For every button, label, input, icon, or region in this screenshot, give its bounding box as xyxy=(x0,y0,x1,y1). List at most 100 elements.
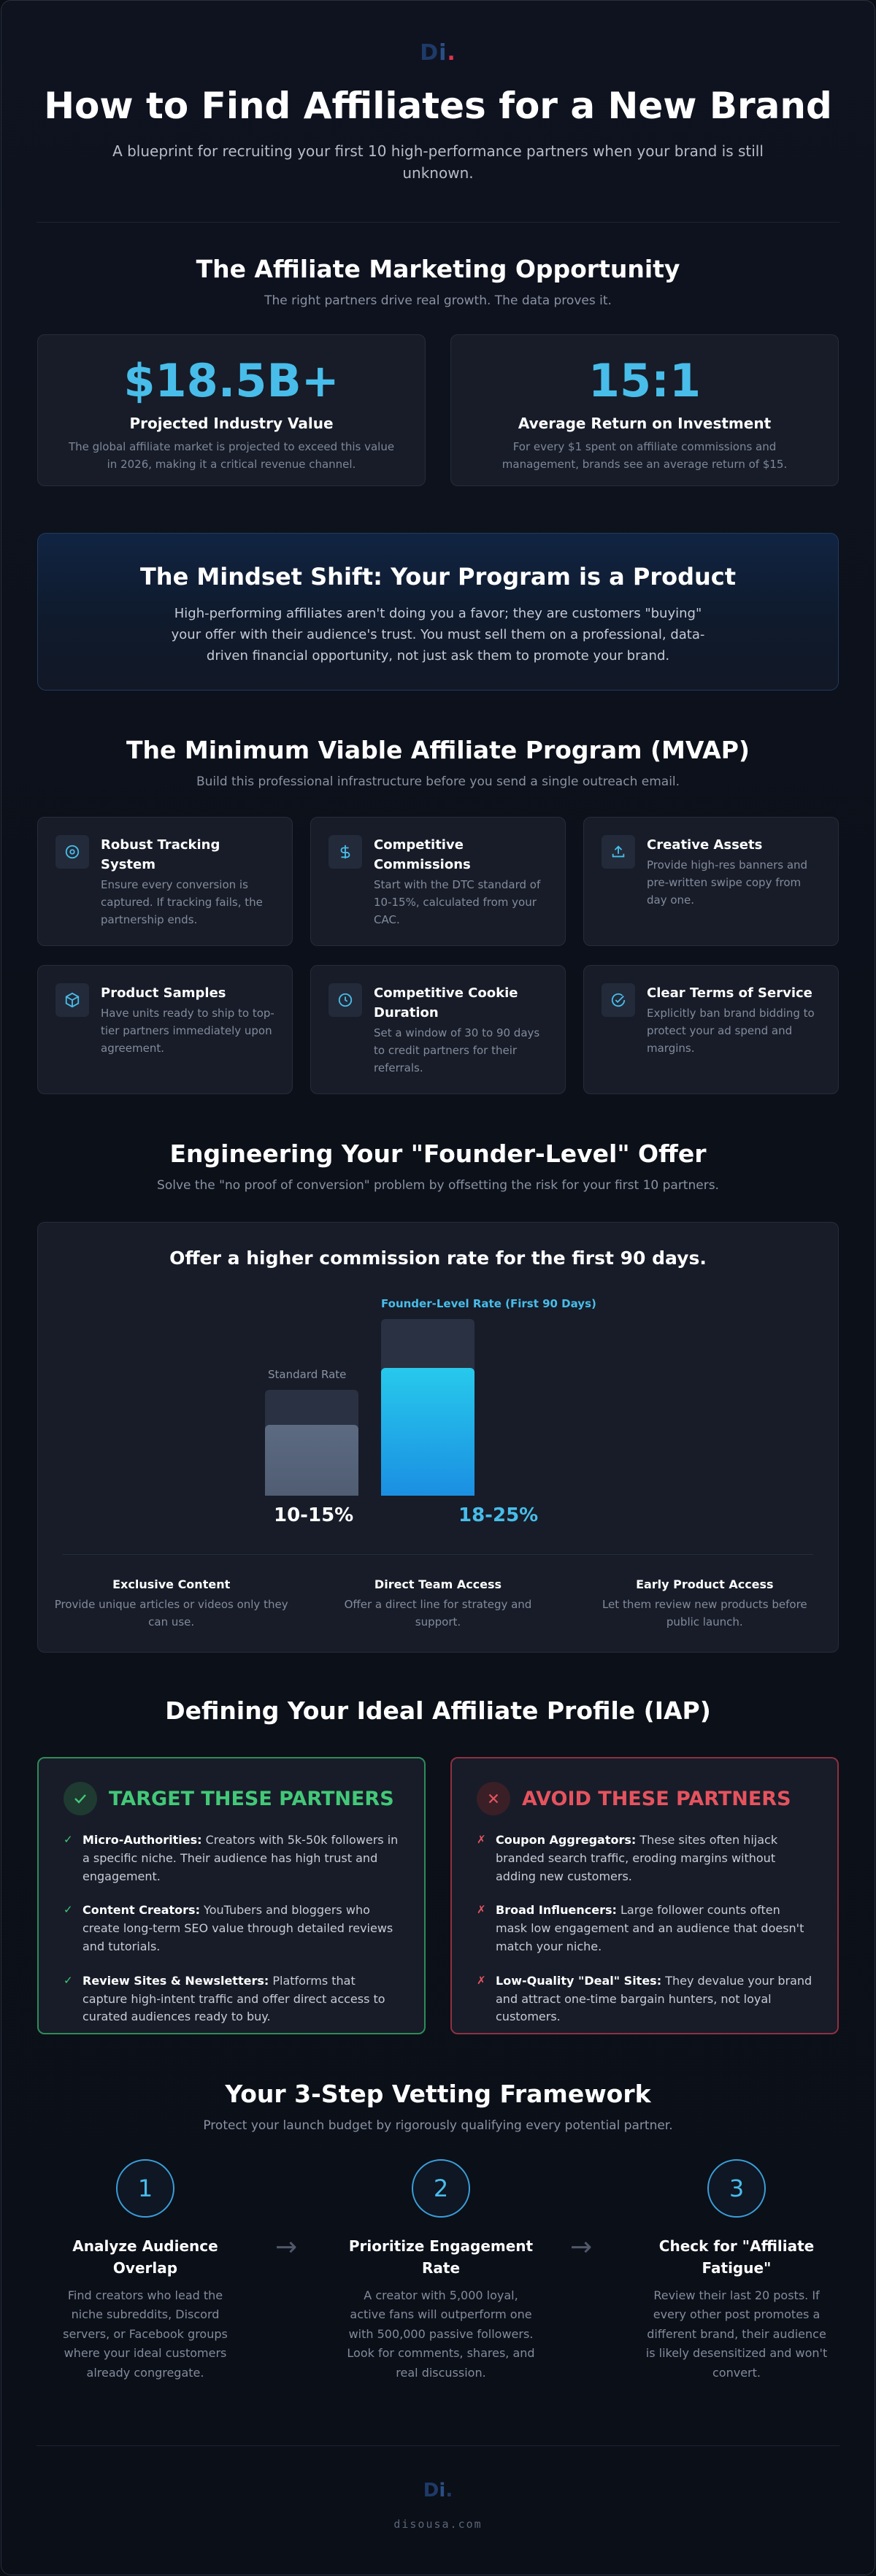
step-title: Analyze Audience Overlap xyxy=(72,2237,218,2277)
feature-desc: Have units ready to ship to top-tier par… xyxy=(101,1007,274,1055)
bar-category-label: Founder-Level Rate (First 90 Days) xyxy=(381,1296,596,1310)
offer-card: Offer a higher commission rate for the f… xyxy=(37,1222,839,1653)
mindset-body: High-performing affiliates aren't doing … xyxy=(171,606,705,664)
brand-logo: Di. xyxy=(420,40,456,66)
feature-card: Clear Terms of Service Explicitly ban bra… xyxy=(583,965,839,1094)
target-partners-card: TARGET THESE PARTNERS ✓ Micro-Authoritie… xyxy=(37,1757,426,2034)
stat-label: Average Return on Investment xyxy=(518,415,772,432)
perk-desc: Provide unique articles or videos only t… xyxy=(54,1598,288,1629)
feature-desc: Ensure every conversion is captured. If … xyxy=(101,878,263,926)
arrow-right-icon: → xyxy=(275,2232,298,2262)
stat-label: Projected Industry Value xyxy=(129,415,334,432)
offer-title: Engineering Your "Founder-Level" Offer xyxy=(169,1139,707,1168)
section-divider xyxy=(36,222,840,223)
perk-desc: Let them review new products before publ… xyxy=(602,1598,807,1629)
feature-card: Competitive Cookie Duration Set a window … xyxy=(310,965,566,1094)
stat-value: 15:1 xyxy=(588,354,702,407)
clock-icon xyxy=(328,983,362,1017)
check-icon: ✓ xyxy=(64,1833,73,1846)
feature-desc: Provide high-res banners and pre-written… xyxy=(647,858,808,907)
perk-item: Exclusive Content Provide unique article… xyxy=(38,1577,304,1631)
page-subtitle: A blueprint for recruiting your first 10… xyxy=(112,142,764,182)
offer-divider xyxy=(63,1554,813,1555)
perk-title: Early Product Access xyxy=(636,1577,774,1591)
feature-card: Robust Tracking System Ensure every conve… xyxy=(37,817,293,946)
mvap-subtitle: Build this professional infrastructure b… xyxy=(196,774,680,789)
cross-icon: ✗ xyxy=(477,1833,486,1846)
step-title: Check for "Affiliate Fatigue" xyxy=(658,2237,815,2277)
check-icon: ✓ xyxy=(64,1903,73,1917)
cross-icon: ✗ xyxy=(477,1903,486,1917)
step-desc: Find creators who lead the niche subredd… xyxy=(63,2288,228,2380)
cross-icon: ✗ xyxy=(477,1973,486,1987)
feature-card: Creative Assets Provide high-res banners … xyxy=(583,817,839,946)
vetting-step: 3 Check for "Affiliate Fatigue" Review t… xyxy=(631,2159,842,2383)
stat-description: For every $1 spent on affiliate commissi… xyxy=(502,440,788,471)
bar-value-label: 10-15% xyxy=(274,1504,354,1526)
feature-card: Product Samples Have units ready to ship … xyxy=(37,965,293,1094)
perk-desc: Offer a direct line for strategy and sup… xyxy=(344,1598,532,1629)
bar-value-label: 18-25% xyxy=(458,1504,539,1526)
stat-description: The global affiliate market is projected… xyxy=(68,440,395,471)
perk-title: Exclusive Content xyxy=(112,1577,231,1591)
mvap-feature-grid: Robust Tracking System Ensure every conve… xyxy=(37,817,839,1094)
perk-item: Early Product Access Let them review new… xyxy=(572,1577,838,1631)
list-item: ✗ Broad Influencers: Large follower coun… xyxy=(477,1902,812,1956)
step-desc: Review their last 20 posts. If every oth… xyxy=(645,2288,828,2380)
list-item: ✓ Review Sites & Newsletters: Platforms … xyxy=(64,1972,399,2026)
footer-site-link[interactable]: disousa.com xyxy=(393,2518,483,2531)
avoid-heading: AVOID THESE PARTNERS xyxy=(522,1787,791,1810)
offer-subtitle: Solve the "no proof of conversion" probl… xyxy=(157,1178,719,1193)
dollar-icon xyxy=(328,835,362,869)
arrow-right-icon: → xyxy=(570,2232,593,2262)
footer-logo: Di. xyxy=(423,2480,453,2502)
mvap-title: The Minimum Viable Affiliate Program (MV… xyxy=(126,736,750,764)
iap-title: Defining Your Ideal Affiliate Profile (I… xyxy=(165,1696,711,1725)
vetting-title: Your 3-Step Vetting Framework xyxy=(225,2080,651,2108)
stat-card-industry-value: $18.5B+ Projected Industry Value The glo… xyxy=(37,334,426,486)
step-title: Prioritize Engagement Rate xyxy=(348,2237,534,2277)
perk-title: Direct Team Access xyxy=(374,1577,502,1591)
checkmark-icon xyxy=(64,1782,97,1815)
list-item: ✗ Coupon Aggregators: These sites often … xyxy=(477,1831,812,1885)
bar-range-fill xyxy=(381,1368,474,1496)
vetting-steps: 1 Analyze Audience Overlap Find creators… xyxy=(37,2159,839,2380)
step-number: 2 xyxy=(412,2159,470,2218)
stat-card-roi: 15:1 Average Return on Investment For ev… xyxy=(450,334,839,486)
perk-item: Direct Team Access Offer a direct line f… xyxy=(304,1577,571,1631)
step-number: 3 xyxy=(707,2159,766,2218)
page-title: How to Find Affiliates for a New Brand xyxy=(44,85,832,127)
feature-title: Product Samples xyxy=(101,985,226,1001)
feature-desc: Explicitly ban brand bidding to protect … xyxy=(647,1007,815,1055)
bar-range-fill xyxy=(265,1425,358,1496)
box-icon xyxy=(55,983,89,1017)
vetting-subtitle: Protect your launch budget by rigorously… xyxy=(203,2118,673,2133)
feature-title: Creative Assets xyxy=(647,837,763,853)
opportunity-subtitle: The right partners drive real growth. Th… xyxy=(264,293,612,308)
upload-icon xyxy=(602,835,635,869)
feature-desc: Set a window of 30 to 90 days to credit … xyxy=(374,1026,540,1074)
vetting-step: 2 Prioritize Engagement Rate A creator w… xyxy=(335,2159,547,2383)
step-number: 1 xyxy=(116,2159,174,2218)
check-circle-icon xyxy=(602,983,635,1017)
opportunity-title: The Affiliate Marketing Opportunity xyxy=(196,255,680,283)
x-icon xyxy=(477,1782,510,1815)
offer-card-title: Offer a higher commission rate for the f… xyxy=(169,1247,707,1269)
list-item: ✓ Content Creators: YouTubers and blogge… xyxy=(64,1902,399,1956)
check-icon: ✓ xyxy=(64,1973,73,1987)
stat-value: $18.5B+ xyxy=(123,354,339,407)
mindset-callout: The Mindset Shift: Your Program is a Pro… xyxy=(37,533,839,691)
list-item: ✓ Micro-Authorities: Creators with 5k-50… xyxy=(64,1831,399,1885)
section-divider xyxy=(36,2445,840,2446)
feature-card: Competitive Commissions Start with the DT… xyxy=(310,817,566,946)
bar-category-label: Standard Rate xyxy=(268,1367,347,1381)
mindset-title: The Mindset Shift: Your Program is a Pro… xyxy=(139,563,737,591)
feature-title: Competitive Cookie Duration xyxy=(374,985,518,1020)
list-item: ✗ Low-Quality "Deal" Sites: They devalue… xyxy=(477,1972,812,2026)
step-desc: A creator with 5,000 loyal, active fans … xyxy=(347,2288,535,2380)
target-heading: TARGET THESE PARTNERS xyxy=(109,1787,394,1810)
avoid-partners-card: AVOID THESE PARTNERS ✗ Coupon Aggregator… xyxy=(450,1757,839,2034)
feature-title: Competitive Commissions xyxy=(374,837,471,872)
feature-desc: Start with the DTC standard of 10-15%, c… xyxy=(374,878,541,926)
